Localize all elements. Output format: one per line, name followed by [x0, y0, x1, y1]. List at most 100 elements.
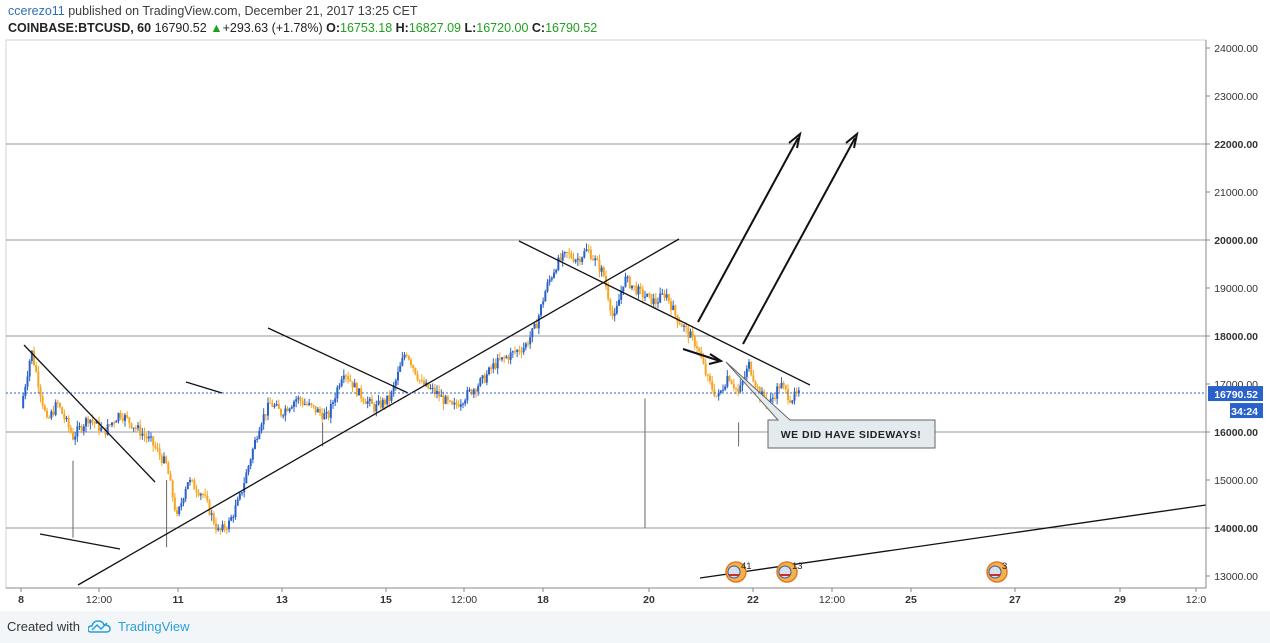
candle-body[interactable]	[468, 389, 471, 391]
candle-body[interactable]	[314, 406, 317, 413]
candle-body[interactable]	[282, 415, 285, 417]
candle-body[interactable]	[128, 417, 131, 424]
candle-body[interactable]	[431, 387, 434, 389]
candle-body[interactable]	[429, 388, 432, 390]
author-name[interactable]: ccerezo11	[8, 4, 65, 18]
candle-body[interactable]	[399, 365, 402, 372]
economic-event-badge[interactable]: 41	[725, 561, 752, 583]
candle-body[interactable]	[529, 337, 532, 345]
candle-body[interactable]	[561, 253, 564, 261]
candle-body[interactable]	[453, 402, 456, 405]
candle-body[interactable]	[401, 358, 404, 366]
candle-body[interactable]	[427, 382, 430, 389]
candle-body[interactable]	[228, 520, 230, 530]
candle-body[interactable]	[286, 408, 289, 412]
candle-body[interactable]	[24, 386, 27, 397]
candle-body[interactable]	[89, 419, 92, 424]
candle-body[interactable]	[280, 408, 282, 416]
candle-body[interactable]	[106, 424, 109, 435]
candle-body[interactable]	[587, 249, 590, 251]
candle-body[interactable]	[420, 380, 423, 382]
candle-body[interactable]	[217, 528, 220, 530]
candle-body[interactable]	[150, 436, 152, 438]
candle-body[interactable]	[230, 517, 233, 521]
candle-body[interactable]	[323, 413, 326, 420]
candle-body[interactable]	[594, 258, 597, 261]
candle-body[interactable]	[559, 257, 562, 261]
candle-body[interactable]	[390, 391, 393, 401]
candle-body[interactable]	[33, 350, 35, 366]
candle-body[interactable]	[548, 279, 551, 283]
candle-body[interactable]	[624, 276, 627, 287]
candle-body[interactable]	[98, 421, 100, 431]
candle-body[interactable]	[54, 402, 57, 415]
candle-body[interactable]	[693, 335, 696, 347]
candle-body[interactable]	[457, 404, 460, 407]
candle-body[interactable]	[52, 411, 55, 415]
candle-body[interactable]	[56, 402, 59, 404]
candle-body[interactable]	[628, 276, 631, 289]
candle-body[interactable]	[241, 492, 243, 494]
candle-body[interactable]	[61, 407, 64, 414]
candle-body[interactable]	[355, 383, 358, 396]
candle-body[interactable]	[533, 323, 536, 329]
candle-body[interactable]	[93, 421, 96, 424]
trendline[interactable]	[267, 327, 409, 394]
candle-body[interactable]	[269, 402, 272, 404]
candle-body[interactable]	[418, 379, 421, 381]
candle-body[interactable]	[338, 385, 341, 388]
candle-body[interactable]	[351, 381, 354, 388]
candle-body[interactable]	[557, 257, 560, 271]
candle-body[interactable]	[622, 286, 625, 292]
candle-body[interactable]	[251, 448, 254, 460]
candle-body[interactable]	[189, 479, 191, 483]
candle-body[interactable]	[204, 494, 207, 496]
candle-body[interactable]	[22, 396, 25, 408]
candle-body[interactable]	[115, 420, 118, 423]
candle-body[interactable]	[212, 513, 215, 524]
candle-body[interactable]	[665, 294, 668, 298]
candle-body[interactable]	[100, 427, 103, 431]
candle-body[interactable]	[570, 253, 573, 258]
candle-body[interactable]	[303, 403, 306, 405]
support-trendline[interactable]	[77, 238, 680, 586]
candle-body[interactable]	[405, 354, 408, 356]
candle-body[interactable]	[451, 401, 454, 405]
price-chart[interactable]: WE DID HAVE SIDEWAYS! 24000.00 23000.00 22…	[0, 0, 1270, 611]
candle-body[interactable]	[256, 438, 259, 440]
trendline[interactable]	[39, 533, 121, 550]
candle-body[interactable]	[600, 267, 603, 272]
candle-body[interactable]	[685, 325, 688, 328]
tradingview-link[interactable]: TradingView	[118, 619, 190, 634]
candle-body[interactable]	[165, 456, 168, 464]
candle-body[interactable]	[479, 378, 482, 386]
candle-body[interactable]	[641, 289, 644, 298]
candle-body[interactable]	[184, 489, 187, 499]
candle-body[interactable]	[143, 433, 146, 437]
candle-body[interactable]	[141, 433, 144, 436]
candle-body[interactable]	[225, 528, 228, 530]
candle-body[interactable]	[780, 382, 783, 389]
candle-body[interactable]	[752, 375, 755, 382]
candle-body[interactable]	[481, 375, 484, 379]
candle-body[interactable]	[290, 406, 293, 409]
resistance-trendline[interactable]	[518, 240, 811, 386]
candle-body[interactable]	[156, 447, 159, 449]
candle-body[interactable]	[637, 286, 640, 295]
candle-body[interactable]	[620, 291, 623, 300]
candle-body[interactable]	[568, 252, 571, 254]
candle-body[interactable]	[754, 381, 757, 387]
candle-body[interactable]	[540, 304, 542, 316]
candle-body[interactable]	[50, 411, 53, 418]
economic-event-badge[interactable]: 13	[776, 561, 803, 583]
candle-body[interactable]	[490, 367, 493, 369]
candle-body[interactable]	[444, 396, 447, 404]
candle-body[interactable]	[626, 276, 629, 278]
candle-body[interactable]	[321, 412, 324, 420]
candle-body[interactable]	[63, 413, 66, 420]
candle-body[interactable]	[756, 386, 759, 388]
candle-body[interactable]	[297, 397, 300, 400]
candle-body[interactable]	[191, 479, 194, 481]
candle-body[interactable]	[737, 388, 740, 392]
candle-body[interactable]	[147, 436, 150, 439]
